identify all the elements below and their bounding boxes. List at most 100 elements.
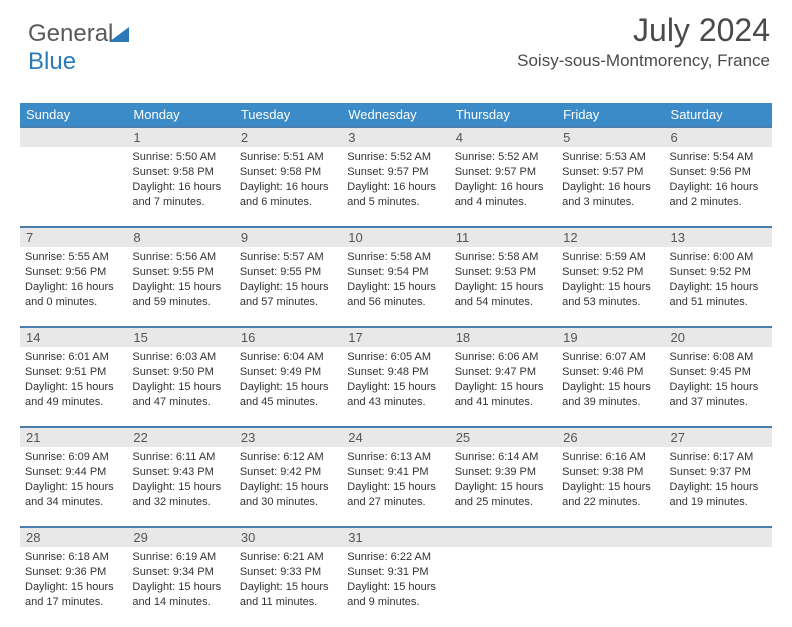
- sunrise-text: Sunrise: 6:21 AM: [240, 550, 337, 565]
- sunrise-text: Sunrise: 5:54 AM: [670, 150, 767, 165]
- daylight-text: Daylight: 15 hours and 32 minutes.: [132, 480, 229, 510]
- weekday-header: Monday: [127, 103, 234, 127]
- sunrise-text: Sunrise: 6:01 AM: [25, 350, 122, 365]
- day-cell: Sunrise: 5:58 AMSunset: 9:53 PMDaylight:…: [450, 247, 557, 327]
- sunset-text: Sunset: 9:31 PM: [347, 565, 444, 580]
- weekday-header: Tuesday: [235, 103, 342, 127]
- location-label: Soisy-sous-Montmorency, France: [517, 51, 770, 71]
- day-number: 13: [665, 227, 772, 247]
- day-cell: Sunrise: 5:55 AMSunset: 9:56 PMDaylight:…: [20, 247, 127, 327]
- sunset-text: Sunset: 9:56 PM: [670, 165, 767, 180]
- daylight-text: Daylight: 16 hours and 4 minutes.: [455, 180, 552, 210]
- sunset-text: Sunset: 9:33 PM: [240, 565, 337, 580]
- daylight-text: Daylight: 16 hours and 6 minutes.: [240, 180, 337, 210]
- day-cell: Sunrise: 6:11 AMSunset: 9:43 PMDaylight:…: [127, 447, 234, 527]
- day-number: 29: [127, 527, 234, 547]
- sunset-text: Sunset: 9:41 PM: [347, 465, 444, 480]
- sunrise-text: Sunrise: 6:06 AM: [455, 350, 552, 365]
- day-number: 2: [235, 127, 342, 147]
- day-number: 27: [665, 427, 772, 447]
- day-cell: Sunrise: 6:16 AMSunset: 9:38 PMDaylight:…: [557, 447, 664, 527]
- day-number: 17: [342, 327, 449, 347]
- sunset-text: Sunset: 9:46 PM: [562, 365, 659, 380]
- day-number: 28: [20, 527, 127, 547]
- content-row: Sunrise: 6:09 AMSunset: 9:44 PMDaylight:…: [20, 447, 772, 527]
- sunset-text: Sunset: 9:48 PM: [347, 365, 444, 380]
- daylight-text: Daylight: 15 hours and 41 minutes.: [455, 380, 552, 410]
- header-right: July 2024 Soisy-sous-Montmorency, France: [517, 12, 770, 71]
- logo: General Blue: [28, 20, 131, 76]
- daylight-text: Daylight: 15 hours and 37 minutes.: [670, 380, 767, 410]
- day-cell: Sunrise: 6:06 AMSunset: 9:47 PMDaylight:…: [450, 347, 557, 427]
- day-number: [557, 527, 664, 547]
- day-cell: Sunrise: 6:12 AMSunset: 9:42 PMDaylight:…: [235, 447, 342, 527]
- day-cell: Sunrise: 5:58 AMSunset: 9:54 PMDaylight:…: [342, 247, 449, 327]
- sunset-text: Sunset: 9:47 PM: [455, 365, 552, 380]
- day-cell: Sunrise: 5:54 AMSunset: 9:56 PMDaylight:…: [665, 147, 772, 227]
- day-cell: [665, 547, 772, 627]
- sunset-text: Sunset: 9:42 PM: [240, 465, 337, 480]
- sunrise-text: Sunrise: 6:14 AM: [455, 450, 552, 465]
- daylight-text: Daylight: 15 hours and 30 minutes.: [240, 480, 337, 510]
- day-number: 1: [127, 127, 234, 147]
- sunrise-text: Sunrise: 5:57 AM: [240, 250, 337, 265]
- day-cell: Sunrise: 6:17 AMSunset: 9:37 PMDaylight:…: [665, 447, 772, 527]
- sunrise-text: Sunrise: 5:59 AM: [562, 250, 659, 265]
- day-cell: [557, 547, 664, 627]
- daylight-text: Daylight: 15 hours and 22 minutes.: [562, 480, 659, 510]
- sunset-text: Sunset: 9:57 PM: [347, 165, 444, 180]
- day-number: 3: [342, 127, 449, 147]
- sunset-text: Sunset: 9:51 PM: [25, 365, 122, 380]
- sunset-text: Sunset: 9:44 PM: [25, 465, 122, 480]
- daylight-text: Daylight: 15 hours and 49 minutes.: [25, 380, 122, 410]
- day-number: 11: [450, 227, 557, 247]
- daylight-text: Daylight: 15 hours and 43 minutes.: [347, 380, 444, 410]
- day-cell: [450, 547, 557, 627]
- day-cell: Sunrise: 6:08 AMSunset: 9:45 PMDaylight:…: [665, 347, 772, 427]
- day-number: 15: [127, 327, 234, 347]
- day-cell: Sunrise: 6:05 AMSunset: 9:48 PMDaylight:…: [342, 347, 449, 427]
- daylight-text: Daylight: 15 hours and 9 minutes.: [347, 580, 444, 610]
- sunset-text: Sunset: 9:57 PM: [455, 165, 552, 180]
- day-number: 16: [235, 327, 342, 347]
- daylight-text: Daylight: 15 hours and 17 minutes.: [25, 580, 122, 610]
- sunrise-text: Sunrise: 6:04 AM: [240, 350, 337, 365]
- sunset-text: Sunset: 9:55 PM: [132, 265, 229, 280]
- daylight-text: Daylight: 15 hours and 56 minutes.: [347, 280, 444, 310]
- sunset-text: Sunset: 9:58 PM: [132, 165, 229, 180]
- weekday-header: Sunday: [20, 103, 127, 127]
- daylight-text: Daylight: 15 hours and 59 minutes.: [132, 280, 229, 310]
- day-cell: Sunrise: 5:51 AMSunset: 9:58 PMDaylight:…: [235, 147, 342, 227]
- day-cell: [20, 147, 127, 227]
- sunrise-text: Sunrise: 5:55 AM: [25, 250, 122, 265]
- sunrise-text: Sunrise: 6:22 AM: [347, 550, 444, 565]
- day-number: 10: [342, 227, 449, 247]
- day-cell: Sunrise: 6:18 AMSunset: 9:36 PMDaylight:…: [20, 547, 127, 627]
- sunrise-text: Sunrise: 6:07 AM: [562, 350, 659, 365]
- sunset-text: Sunset: 9:55 PM: [240, 265, 337, 280]
- content-row: Sunrise: 5:55 AMSunset: 9:56 PMDaylight:…: [20, 247, 772, 327]
- sunset-text: Sunset: 9:50 PM: [132, 365, 229, 380]
- logo-triangle-icon: [109, 25, 131, 43]
- day-cell: Sunrise: 6:13 AMSunset: 9:41 PMDaylight:…: [342, 447, 449, 527]
- sunrise-text: Sunrise: 5:58 AM: [347, 250, 444, 265]
- day-number: [450, 527, 557, 547]
- day-cell: Sunrise: 6:04 AMSunset: 9:49 PMDaylight:…: [235, 347, 342, 427]
- logo-word2: Blue: [28, 48, 76, 75]
- day-cell: Sunrise: 6:03 AMSunset: 9:50 PMDaylight:…: [127, 347, 234, 427]
- weekday-header: Thursday: [450, 103, 557, 127]
- sunrise-text: Sunrise: 6:13 AM: [347, 450, 444, 465]
- daylight-text: Daylight: 15 hours and 11 minutes.: [240, 580, 337, 610]
- sunrise-text: Sunrise: 6:18 AM: [25, 550, 122, 565]
- sunrise-text: Sunrise: 5:52 AM: [455, 150, 552, 165]
- sunset-text: Sunset: 9:38 PM: [562, 465, 659, 480]
- day-number: 20: [665, 327, 772, 347]
- day-cell: Sunrise: 5:50 AMSunset: 9:58 PMDaylight:…: [127, 147, 234, 227]
- daylight-text: Daylight: 15 hours and 27 minutes.: [347, 480, 444, 510]
- sunrise-text: Sunrise: 5:53 AM: [562, 150, 659, 165]
- sunset-text: Sunset: 9:45 PM: [670, 365, 767, 380]
- day-cell: Sunrise: 5:59 AMSunset: 9:52 PMDaylight:…: [557, 247, 664, 327]
- content-row: Sunrise: 5:50 AMSunset: 9:58 PMDaylight:…: [20, 147, 772, 227]
- sunrise-text: Sunrise: 5:58 AM: [455, 250, 552, 265]
- day-cell: Sunrise: 6:14 AMSunset: 9:39 PMDaylight:…: [450, 447, 557, 527]
